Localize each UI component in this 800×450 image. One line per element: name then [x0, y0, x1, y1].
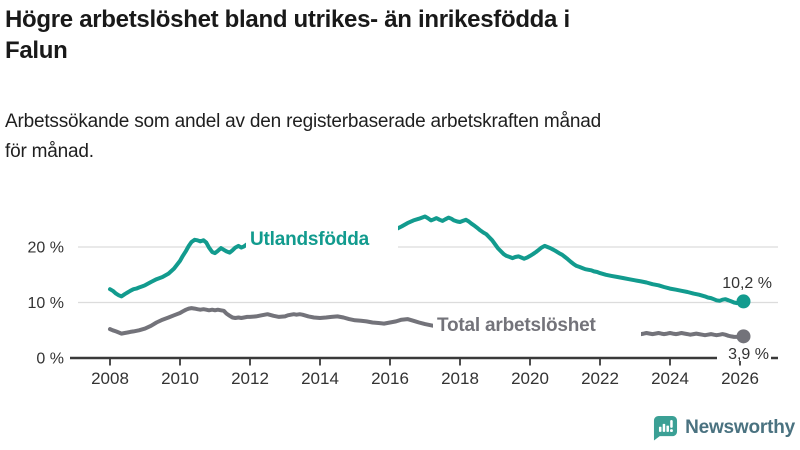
subtitle-line-2: för månad.: [5, 141, 94, 162]
x-tick-label: 2014: [301, 369, 339, 388]
x-tick-label: 2026: [721, 369, 759, 388]
x-tick-label: 2024: [651, 369, 689, 388]
series-label-total: Total arbetslöshet: [437, 315, 597, 336]
x-tick-label: 2012: [231, 369, 269, 388]
title-line-2: Falun: [5, 37, 68, 64]
series-line-utlandsfodda: [108, 214, 746, 306]
bar-chart-speech-bubble-icon: [654, 415, 678, 441]
series-line-total: [108, 306, 746, 339]
chart-subtitle: Arbetssökande som andel av den registerb…: [5, 107, 796, 167]
x-tick-label: 2008: [91, 369, 129, 388]
newsworthy-logo[interactable]: Newsworthy: [653, 413, 795, 443]
brand-name: Newsworthy: [685, 417, 795, 438]
y-tick-label: 0 %: [36, 351, 64, 368]
chart-grid: 0 % 10 % 20 % 2008 2010 2012 2014 2016 2018 2020 2…: [28, 240, 778, 388]
end-value-label-total: 3,9 %: [728, 346, 769, 363]
y-tick-label: 20 %: [28, 240, 64, 257]
title-line-1: Högre arbetslöshet bland utrikes- än inr…: [5, 6, 570, 33]
x-tick-label: 2022: [581, 369, 619, 388]
series-label-mask: [246, 225, 398, 251]
series-label-utlandsfodda: Utlandsfödda: [250, 229, 370, 250]
x-tick-label: 2010: [161, 369, 199, 388]
end-value-label-utlandsfodda: 10,2 %: [722, 275, 772, 292]
series-end-dot-total: [736, 329, 751, 344]
subtitle-line-1: Arbetssökande som andel av den registerb…: [5, 111, 602, 132]
chart-series: [108, 214, 751, 344]
page-title: Högre arbetslöshet bland utrikes- än inr…: [5, 4, 796, 66]
x-tick-label: 2018: [441, 369, 479, 388]
y-tick-label: 10 %: [28, 295, 64, 312]
chart-header: Högre arbetslöshet bland utrikes- än inr…: [5, 4, 796, 167]
series-label-mask: [433, 313, 641, 337]
x-tick-label: 2016: [371, 369, 409, 388]
series-end-dot-utlandsfodda: [736, 294, 751, 309]
end-label-mask: [717, 346, 771, 361]
x-tick-label: 2020: [511, 369, 549, 388]
